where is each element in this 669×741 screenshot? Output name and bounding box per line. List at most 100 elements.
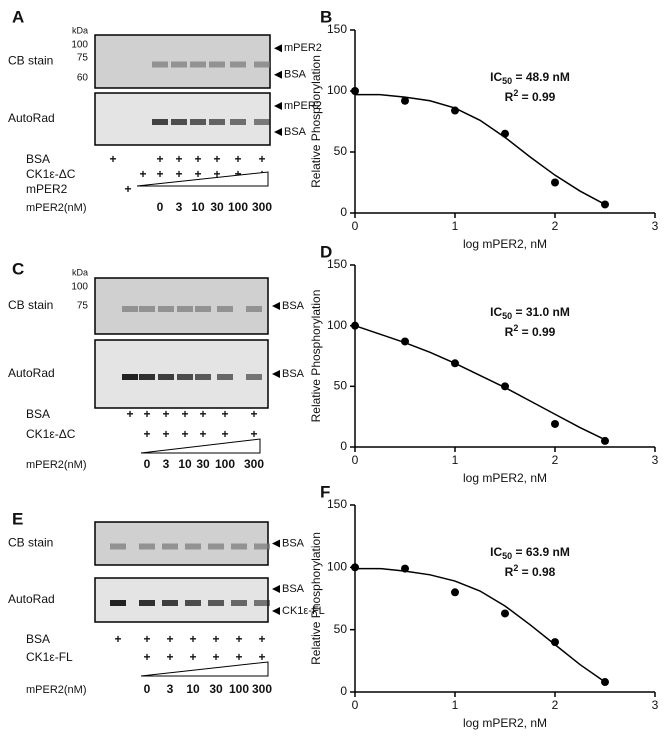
band — [171, 119, 187, 125]
conc-value: 100 — [215, 457, 235, 471]
conc-value: 3 — [176, 200, 183, 214]
y-axis-label: Relative Phosphorylation — [309, 532, 323, 665]
band-label: BSA — [284, 126, 307, 138]
band-label: mPER2 — [284, 42, 322, 54]
band — [230, 119, 246, 125]
x-tick-label: 1 — [452, 453, 459, 467]
conc-value: 10 — [186, 682, 200, 696]
data-point — [451, 359, 459, 368]
annotation-part: = 31.0 nM — [512, 305, 570, 319]
lane-mark: + — [235, 650, 242, 664]
band — [110, 600, 126, 606]
annotation: R2 = 0.98 — [505, 563, 556, 579]
blot-label: AutoRad — [8, 592, 55, 606]
band — [171, 61, 187, 68]
annotation-part: R — [505, 565, 514, 579]
annotation: IC50 = 31.0 nM — [490, 305, 570, 321]
band-label: BSA — [282, 537, 305, 549]
band — [254, 119, 270, 125]
band — [139, 600, 155, 606]
x-tick-label: 3 — [652, 698, 659, 712]
blot-label: CB stain — [8, 298, 53, 312]
y-tick-label: 0 — [340, 205, 347, 219]
band — [195, 306, 211, 312]
row-label: CK1ε-ΔC — [26, 427, 76, 441]
lane-mark: + — [166, 650, 173, 664]
annotation-part: = 0.99 — [518, 325, 555, 339]
band — [246, 374, 262, 380]
panel-label: F — [320, 482, 330, 501]
data-point — [601, 678, 609, 687]
band — [152, 61, 168, 68]
row-label: BSA — [26, 152, 50, 166]
band — [195, 374, 211, 380]
x-tick-label: 2 — [552, 219, 559, 233]
marker-label: 100 — [71, 282, 88, 293]
lane-mark: + — [143, 427, 150, 441]
y-tick-label: 150 — [327, 497, 347, 511]
panel-label: B — [320, 7, 332, 26]
data-point — [601, 436, 609, 445]
data-point — [401, 564, 409, 573]
y-tick-label: 150 — [327, 257, 347, 271]
annotation-part: = 48.9 nM — [512, 70, 570, 84]
lane-mark: + — [258, 650, 265, 664]
arrowhead — [272, 585, 280, 593]
x-tick-label: 0 — [352, 219, 359, 233]
blot-label: AutoRad — [8, 366, 55, 380]
gradient-triangle — [140, 438, 261, 454]
band — [254, 600, 270, 606]
data-point — [401, 96, 409, 105]
kda-label: kDa — [72, 267, 88, 277]
y-axis-label: Relative Phosphorylation — [309, 55, 323, 188]
annotation: R2 = 0.99 — [505, 88, 556, 104]
blot-label: AutoRad — [8, 111, 55, 125]
lane-mark: + — [143, 632, 150, 646]
arrowhead — [274, 70, 282, 79]
band — [139, 374, 155, 380]
y-tick-label: 100 — [327, 83, 347, 97]
x-axis-label: log mPER2, nM — [463, 716, 547, 730]
lane-mark: + — [258, 632, 265, 646]
band — [158, 306, 174, 312]
conc-label: mPER2(nM) — [26, 684, 87, 696]
conc-value: 3 — [163, 457, 170, 471]
band — [254, 61, 270, 68]
data-point — [551, 178, 559, 187]
conc-value: 30 — [196, 457, 210, 471]
lane-mark: + — [213, 167, 220, 181]
lane-mark: + — [189, 632, 196, 646]
band — [217, 374, 233, 380]
annotation-sup: 2 — [513, 88, 518, 98]
marker-label: 75 — [77, 301, 89, 312]
row-label: mPER2 — [26, 182, 68, 196]
arrowhead — [272, 370, 280, 378]
band — [162, 543, 178, 550]
annotation-part: R — [505, 325, 514, 339]
fit-curve — [354, 324, 606, 441]
panel-label: D — [320, 242, 332, 261]
axes — [354, 505, 655, 693]
lane-mark: + — [162, 407, 169, 421]
annotation-sup: 2 — [513, 323, 518, 333]
lane-mark: + — [162, 427, 169, 441]
band — [177, 306, 193, 312]
band — [162, 600, 178, 606]
band — [122, 306, 138, 312]
lane-mark: + — [213, 152, 220, 166]
y-tick-label: 50 — [334, 622, 348, 636]
conc-value: 10 — [191, 200, 205, 214]
band-label: mPER2 — [284, 100, 322, 112]
data-point — [501, 129, 509, 138]
data-point — [551, 419, 559, 428]
x-tick-label: 2 — [552, 698, 559, 712]
conc-value: 0 — [144, 457, 151, 471]
lane-mark: + — [156, 152, 163, 166]
annotation-part: = 63.9 nM — [512, 545, 570, 559]
lane-mark: + — [109, 152, 116, 166]
row-label: CK1ε-ΔC — [26, 167, 76, 181]
lane-mark: + — [114, 632, 121, 646]
lane-mark: + — [175, 167, 182, 181]
x-tick-label: 1 — [452, 698, 459, 712]
band — [246, 306, 262, 312]
